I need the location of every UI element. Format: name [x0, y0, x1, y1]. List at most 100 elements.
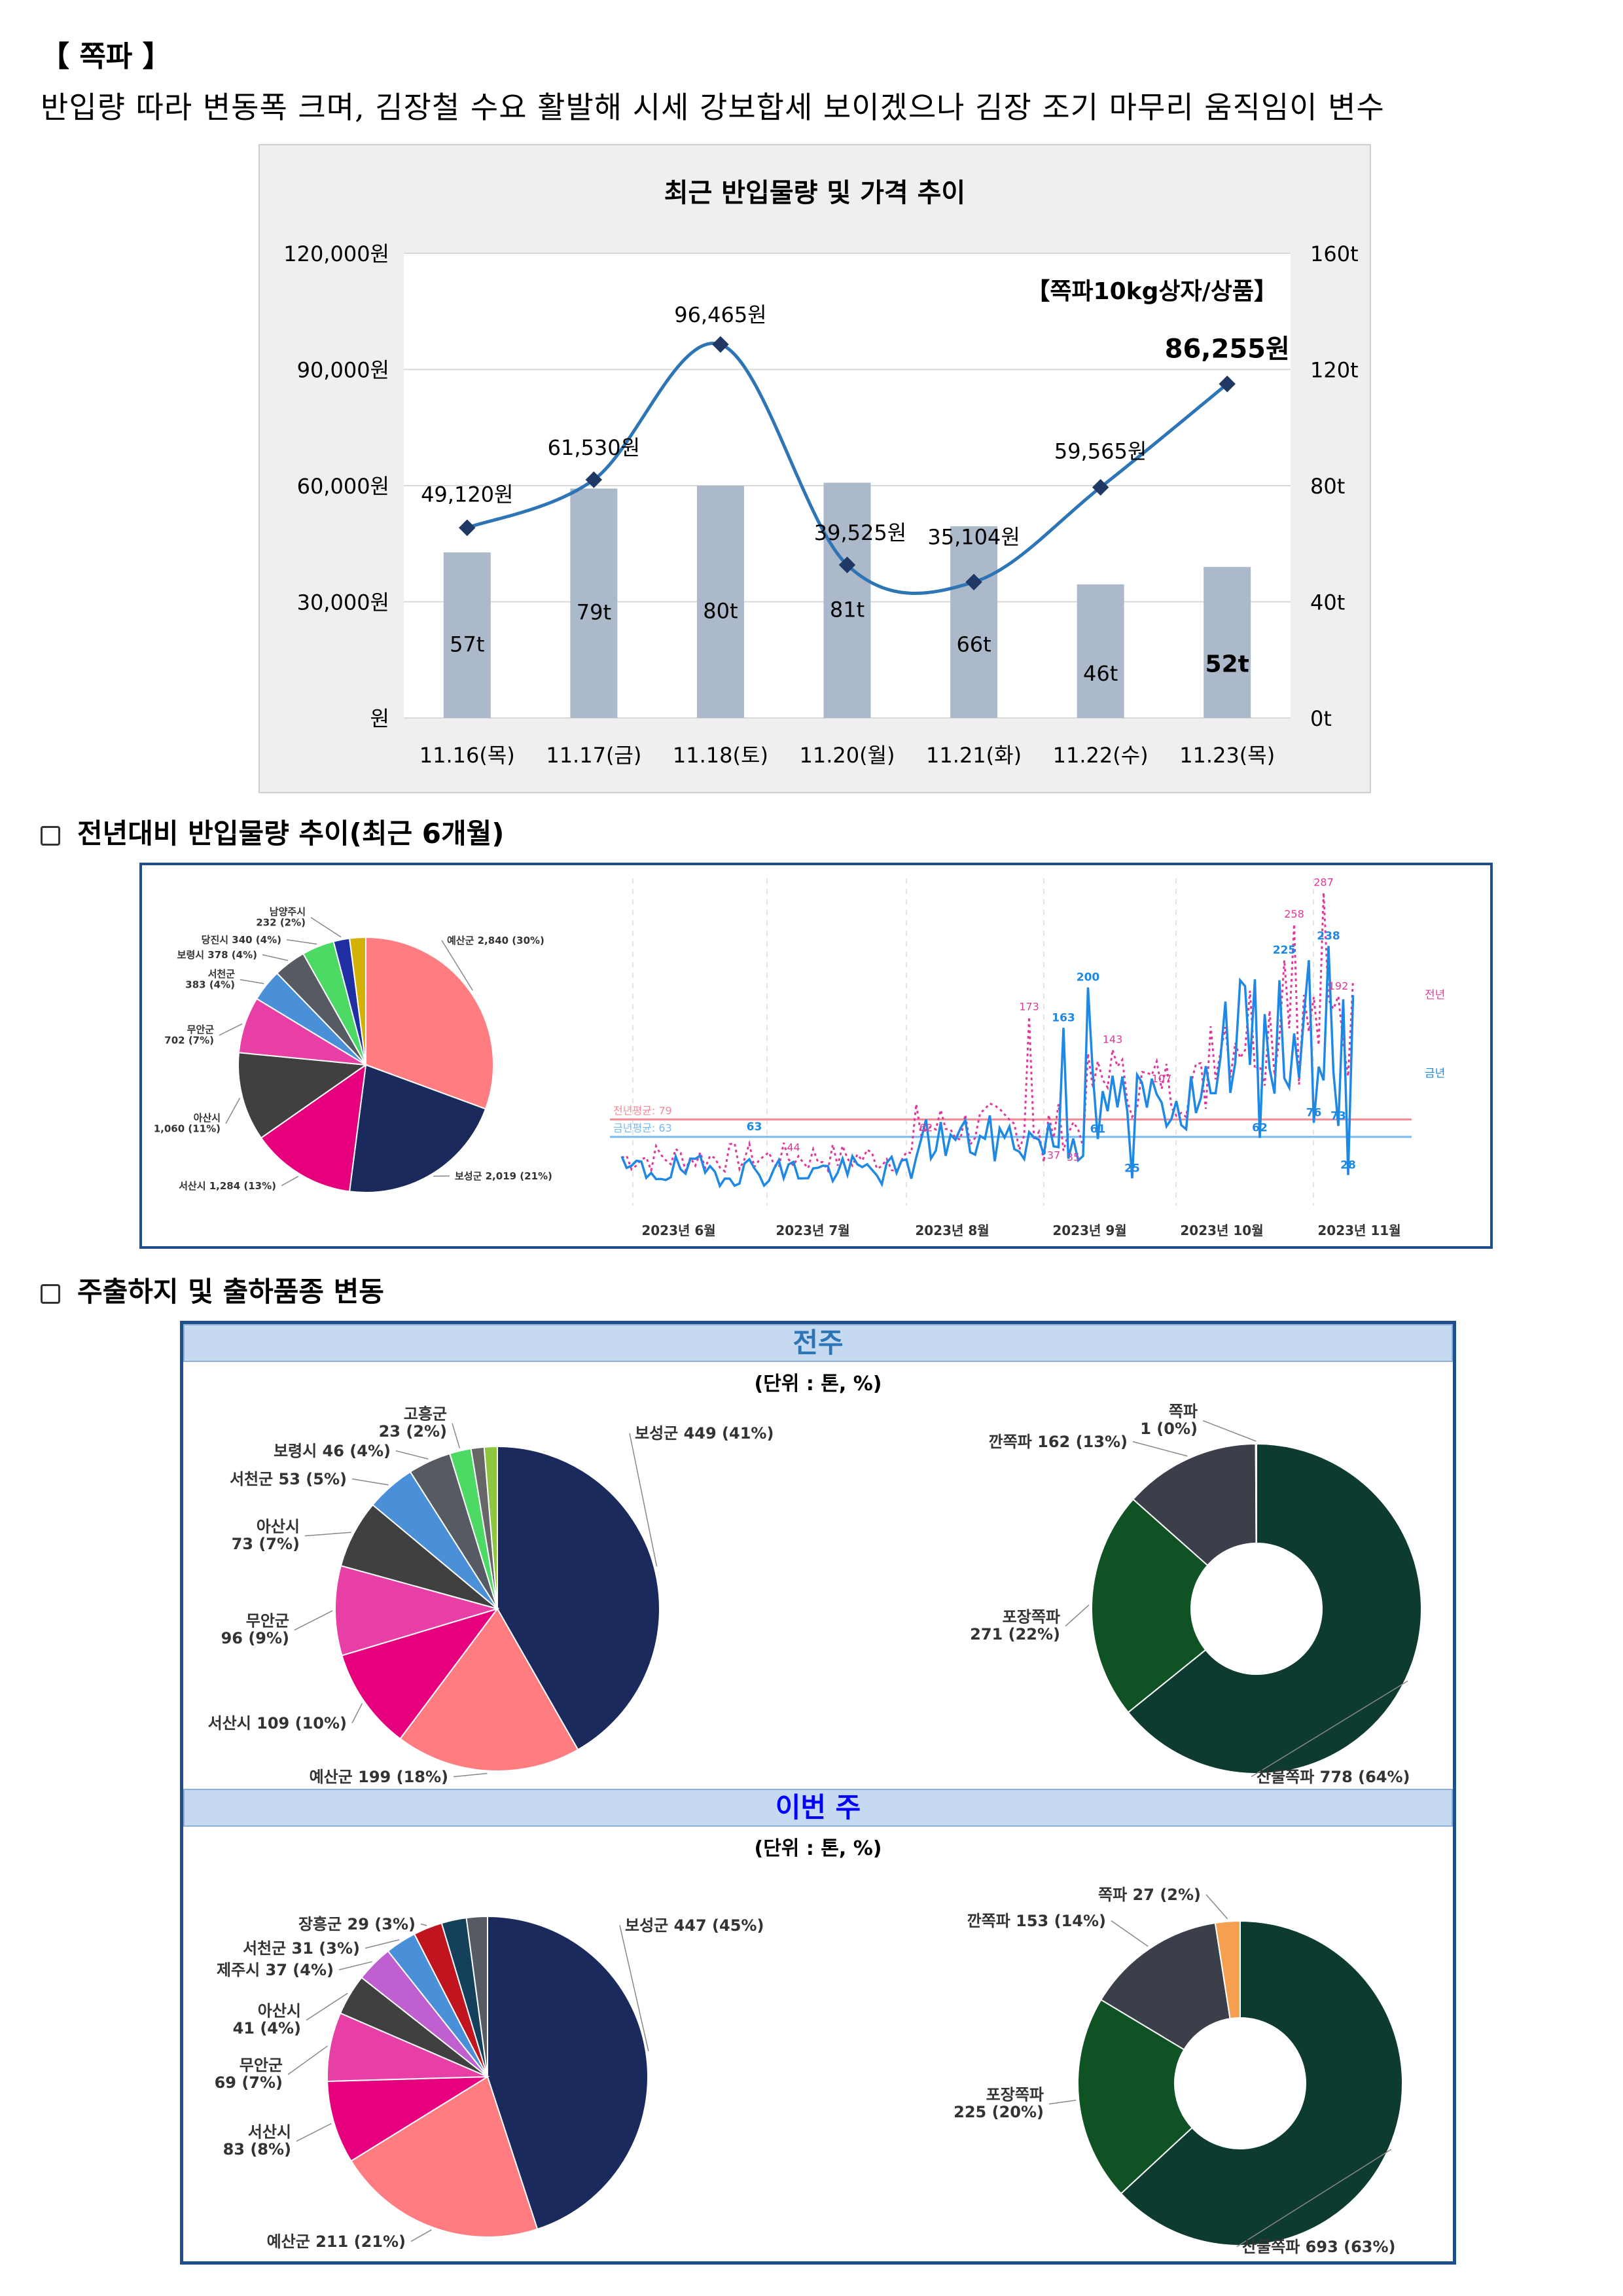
- slice-label: 예산군 2,840 (30%): [447, 935, 544, 946]
- point-label: 287: [1313, 876, 1334, 889]
- x-tick-label: 2023년 8월: [915, 1223, 989, 1238]
- pie-slice: [1214, 1920, 1241, 2020]
- checkbox-icon: [41, 1284, 60, 1304]
- slice-label: 남양주시: [270, 906, 306, 918]
- slice-label: 73 (7%): [232, 1535, 300, 1553]
- slice-label: 아산시: [257, 1518, 300, 1536]
- y-right-tick: 80t: [1310, 474, 1345, 499]
- leader-line: [351, 1478, 389, 1486]
- leader-line: [310, 917, 342, 938]
- pie-slice: [348, 936, 366, 1066]
- slice-label: 예산군 211 (21%): [267, 2233, 406, 2251]
- slice-label: 포장쪽파: [1003, 1608, 1060, 1626]
- slice-label: 보성군 447 (45%): [625, 1916, 764, 1935]
- price-volume-chart: 최근 반입물량 및 가격 추이 원 0t 30,000원 40t 60,000원 80t 9…: [259, 144, 1371, 793]
- point-label: 44: [787, 1141, 800, 1154]
- volume-label: 52t: [1205, 651, 1249, 678]
- slice-label: 1,060 (11%): [154, 1123, 221, 1135]
- price-marker: [585, 471, 603, 488]
- leader-line: [294, 1610, 333, 1631]
- series-name: 전년: [1425, 988, 1445, 1001]
- point-label: 73: [1330, 1109, 1346, 1122]
- pie-slice: [348, 1064, 487, 1193]
- pie-slice: [465, 1915, 488, 2077]
- leader-line: [1065, 1604, 1090, 1627]
- slice-label: 서산시: [248, 2123, 291, 2142]
- slice-label: 제주시 37 (4%): [217, 1961, 334, 1979]
- leader-line: [262, 954, 289, 961]
- leader-line: [395, 1450, 429, 1460]
- x-tick-label: 11.17(금): [546, 743, 641, 768]
- volume-label: 81t: [830, 597, 865, 622]
- leader-line: [1205, 1894, 1228, 1920]
- price-label: 61,530원: [548, 435, 640, 460]
- leader-line: [1236, 2149, 1392, 2248]
- last-week-region-pie: 보성군 449 (41%) 예산군 199 (18%) 서산시 109 (10%) 무…: [208, 1405, 774, 1786]
- x-tick-label: 2023년 9월: [1052, 1223, 1126, 1238]
- point-label: 76: [1306, 1106, 1322, 1119]
- slice-label: 산물쪽파 778 (64%): [1257, 1768, 1410, 1786]
- x-tick-label: 11.23(목): [1179, 743, 1275, 768]
- leader-line: [240, 979, 264, 984]
- pie-slice: [487, 1915, 649, 2231]
- slice-label: 고흥군: [404, 1405, 447, 1424]
- slice-label: 69 (7%): [215, 2073, 283, 2092]
- pie-slice: [1132, 1443, 1257, 1567]
- x-tick-label: 11.18(토): [673, 743, 768, 768]
- point-label: 28: [1340, 1158, 1356, 1172]
- pie-slice: [365, 936, 494, 1110]
- slice-label: 702 (7%): [164, 1035, 214, 1047]
- leader-line: [410, 2229, 432, 2242]
- slice-label: 23 (2%): [379, 1422, 447, 1441]
- pie-slice: [1255, 1443, 1257, 1545]
- leader-line: [420, 1923, 427, 1926]
- y-right-tick: 120t: [1310, 358, 1359, 383]
- x-tick-label: 11.16(목): [419, 743, 515, 768]
- slice-label: 깐쪽파 153 (14%): [967, 1912, 1106, 1930]
- y-right-tick: 160t: [1310, 242, 1359, 266]
- x-tick-label: 11.21(화): [926, 743, 1022, 768]
- y-right-tick: 0t: [1310, 706, 1332, 731]
- y-left-tick: 원: [370, 706, 389, 731]
- leader-line: [225, 1098, 241, 1124]
- pie-slice: [260, 1063, 367, 1193]
- last-year-line: [621, 892, 1354, 1174]
- pie-slice: [334, 1564, 500, 1657]
- pie-slice: [238, 1052, 368, 1139]
- pie-slice: [341, 1607, 499, 1740]
- point-label: 238: [1317, 929, 1340, 942]
- leader-line: [286, 939, 317, 945]
- x-tick-label: 2023년 7월: [776, 1223, 849, 1238]
- leader-line: [281, 1175, 299, 1187]
- volume-label: 66t: [956, 632, 991, 657]
- volume-label: 46t: [1083, 661, 1118, 686]
- slice-label: 232 (2%): [256, 917, 306, 929]
- point-label: 63: [747, 1121, 762, 1134]
- subsection-label: 주출하지 및 출하품종 변동: [77, 1276, 384, 1308]
- leader-line: [1251, 1680, 1408, 1778]
- average-label: 전년평균: 79: [613, 1104, 672, 1117]
- leader-line: [338, 1961, 372, 1971]
- leader-line: [219, 1023, 243, 1036]
- leader-line: [1132, 1441, 1188, 1457]
- slice-label: 보성군 2,019 (21%): [455, 1170, 552, 1182]
- volume-bar: [443, 552, 491, 718]
- point-label: 143: [1103, 1033, 1123, 1046]
- slice-label: 아산시: [258, 2002, 301, 2020]
- region-share-pie: 예산군 2,840 (30%) 보성군 2,019 (21%) 서산시 1,284 …: [154, 906, 552, 1193]
- pie-slice: [327, 2075, 490, 2162]
- volume-bar: [570, 488, 618, 718]
- yearly-comparison-panel: 예산군 2,840 (30%) 보성군 2,019 (21%) 서산시 1,284 …: [139, 863, 1493, 1249]
- leader-line: [441, 940, 473, 991]
- slice-label: 225 (20%): [954, 2103, 1044, 2121]
- price-volume-svg: 원 0t 30,000원 40t 60,000원 80t 90,000원 120t 120,00…: [283, 242, 1359, 768]
- subsection-label: 전년대비 반입물량 추이(최근 6개월): [77, 817, 505, 850]
- unit-label: (단위 : 톤, %): [754, 1837, 882, 1860]
- x-tick-label: 11.22(수): [1053, 743, 1149, 768]
- point-label: 225: [1273, 944, 1296, 957]
- section-title: 【 쪽파 】: [41, 40, 171, 73]
- slice-label: 서산시 109 (10%): [208, 1714, 347, 1732]
- subsection-header-shipping: 주출하지 및 출하품종 변동: [41, 1270, 384, 1310]
- volume-label: 80t: [703, 599, 738, 624]
